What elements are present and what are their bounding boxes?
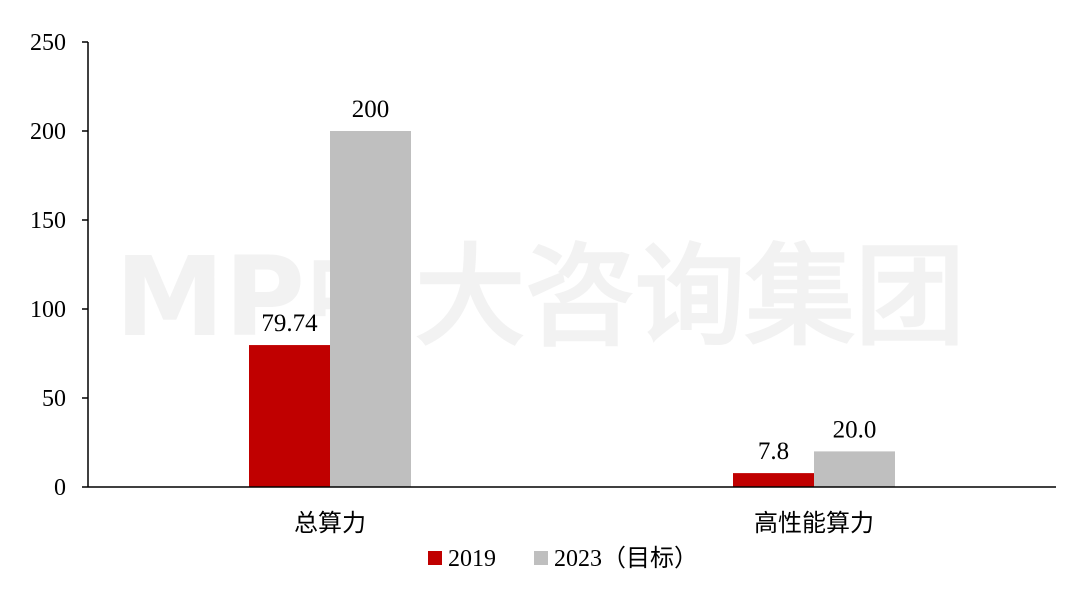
y-tick-label: 0 xyxy=(54,475,66,501)
data-label: 79.74 xyxy=(261,310,318,337)
data-label: 7.8 xyxy=(758,438,789,465)
labels-group: 79.74 200 总算力 7.8 20.0 高性能算力 xyxy=(261,96,876,537)
legend-swatch xyxy=(534,551,548,565)
legend-swatch xyxy=(428,551,442,565)
watermark: MP中大咨询集团 xyxy=(115,233,965,361)
y-tick-label: 200 xyxy=(30,119,66,145)
y-tick-label: 100 xyxy=(30,297,66,323)
bar xyxy=(814,451,895,487)
data-label: 200 xyxy=(352,96,390,123)
legend: 2019 2023（目标） xyxy=(428,545,698,572)
bars-group xyxy=(249,131,895,487)
bar xyxy=(330,131,411,487)
axes-group: 0 50 100 150 200 250 xyxy=(30,30,1056,501)
data-label: 20.0 xyxy=(833,416,877,443)
x-tick-label: 总算力 xyxy=(294,509,366,537)
y-tick-label: 150 xyxy=(30,208,66,234)
bar xyxy=(733,473,814,487)
x-tick-label: 高性能算力 xyxy=(754,509,874,537)
legend-label: 2023（目标） xyxy=(554,545,698,572)
bar xyxy=(249,345,330,487)
legend-label: 2019 xyxy=(448,546,496,572)
y-tick-label: 250 xyxy=(30,30,66,56)
y-tick-label: 50 xyxy=(42,386,66,412)
